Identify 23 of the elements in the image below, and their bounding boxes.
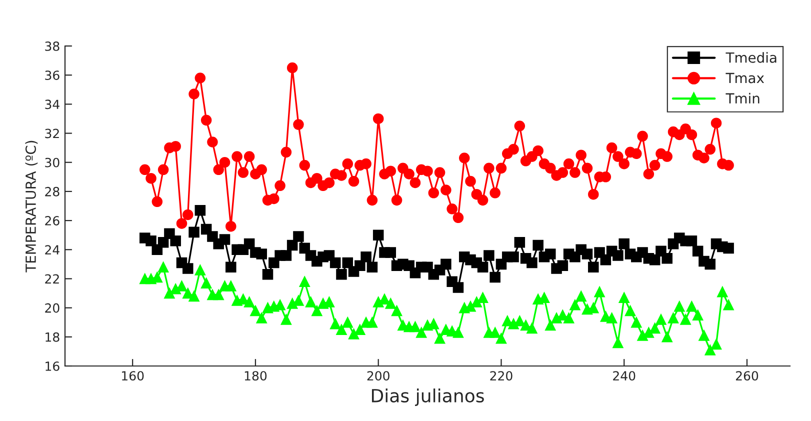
y-tick-label: 30	[45, 158, 60, 168]
y-tick-label: 26	[45, 216, 60, 226]
x-tick-label: 240	[613, 371, 636, 381]
legend-label: Tmedia	[726, 52, 776, 63]
legend-label: Tmax	[726, 72, 764, 84]
y-tick-label: 20	[45, 303, 60, 313]
y-axis-title: TEMPERATURA (ºC)	[25, 140, 38, 272]
legend-label: Tmin	[726, 92, 760, 104]
x-tick-label: 180	[244, 371, 267, 381]
y-tick-label: 28	[45, 186, 60, 196]
x-tick-label: 160	[122, 371, 144, 381]
y-tick-label: 36	[45, 70, 60, 80]
y-tick-label: 16	[46, 361, 60, 371]
y-tick-label: 34	[45, 100, 60, 110]
y-tick-label: 22	[45, 274, 59, 284]
x-axis-title: Dias julianos	[372, 388, 484, 406]
y-tick-label: 32	[45, 128, 59, 138]
x-tick-label: 220	[490, 371, 512, 381]
y-tick-label: 18	[46, 332, 60, 342]
x-tick-label: 200	[367, 371, 390, 381]
x-tick-label: 260	[736, 371, 758, 381]
y-tick-label: 24	[45, 245, 60, 254]
y-tick-label: 38	[45, 41, 60, 51]
